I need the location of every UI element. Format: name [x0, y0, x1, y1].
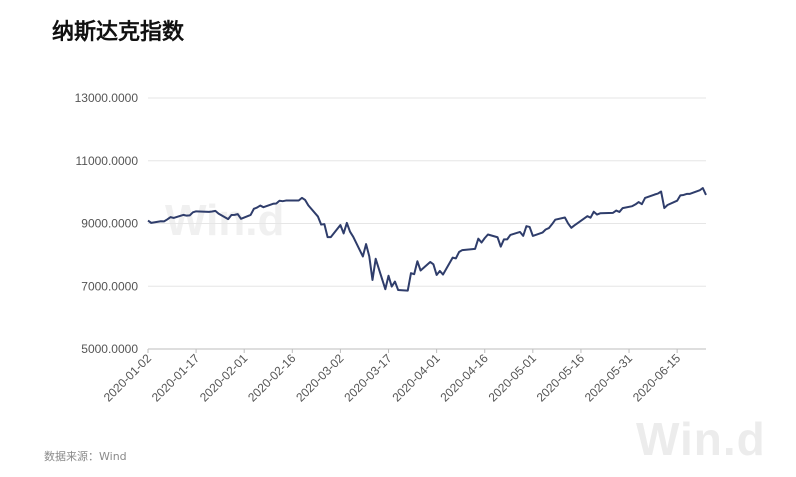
y-tick-label: 7000.0000	[81, 279, 138, 293]
chart-watermark: Win.d	[165, 196, 284, 245]
x-axis-ticks: 2020-01-022020-01-172020-02-012020-02-16…	[101, 349, 684, 405]
y-tick-label: 13000.0000	[75, 91, 139, 105]
x-tick-label: 2020-03-02	[293, 351, 347, 405]
x-tick-label: 2020-03-17	[341, 351, 395, 405]
x-tick-label: 2020-05-31	[582, 351, 636, 405]
y-tick-label: 11000.0000	[75, 154, 138, 168]
series-group	[147, 187, 707, 292]
data-source: 数据来源：Wind	[44, 450, 127, 463]
x-tick-label: 2020-04-01	[389, 351, 443, 405]
x-tick-label: 2020-04-16	[438, 351, 492, 405]
x-tick-label: 2020-05-01	[486, 351, 540, 405]
corner-watermark: Win.d	[636, 413, 766, 465]
x-tick-label: 2020-01-02	[101, 351, 155, 405]
x-tick-label: 2020-02-01	[197, 351, 251, 405]
grid-lines	[148, 97, 706, 350]
x-tick-label: 2020-01-17	[149, 351, 203, 405]
x-tick-label: 2020-06-15	[630, 351, 684, 405]
y-axis-ticks: 13000.0000 11000.0000 9000.0000 7000.0000 50…	[75, 91, 139, 356]
x-tick-label: 2020-02-16	[245, 351, 299, 405]
series-line	[147, 187, 707, 292]
y-tick-label: 5000.0000	[81, 342, 138, 356]
x-tick-label: 2020-05-16	[534, 351, 588, 405]
chart-title: 纳斯达克指数	[52, 20, 185, 45]
y-tick-label: 9000.0000	[81, 217, 138, 231]
